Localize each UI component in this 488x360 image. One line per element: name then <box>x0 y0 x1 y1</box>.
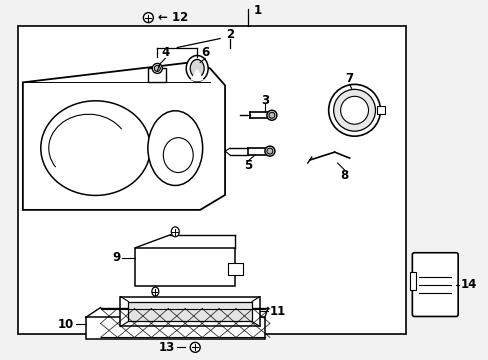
Bar <box>18 26 406 334</box>
Ellipse shape <box>186 55 208 81</box>
Wedge shape <box>190 68 203 81</box>
FancyBboxPatch shape <box>411 253 457 316</box>
Text: ← 12: ← 12 <box>158 11 188 24</box>
Ellipse shape <box>154 66 160 71</box>
Text: 5: 5 <box>244 158 252 172</box>
Bar <box>227 263 243 275</box>
Text: 2: 2 <box>225 28 234 41</box>
Bar <box>85 318 264 339</box>
Ellipse shape <box>340 96 368 124</box>
Text: 14: 14 <box>460 278 477 291</box>
Ellipse shape <box>333 89 375 131</box>
Bar <box>120 297 260 327</box>
Bar <box>409 272 415 289</box>
Ellipse shape <box>190 59 203 77</box>
Text: 1: 1 <box>253 4 262 17</box>
Ellipse shape <box>190 342 200 352</box>
Text: 7: 7 <box>345 72 353 85</box>
Ellipse shape <box>264 146 274 156</box>
Ellipse shape <box>143 13 153 23</box>
Bar <box>135 248 235 285</box>
Polygon shape <box>23 62 224 210</box>
Ellipse shape <box>41 101 150 195</box>
Ellipse shape <box>147 111 202 185</box>
Ellipse shape <box>268 112 274 118</box>
Text: 11: 11 <box>269 305 285 318</box>
Ellipse shape <box>266 110 276 120</box>
Bar <box>128 302 251 321</box>
Ellipse shape <box>152 287 159 296</box>
Text: 10: 10 <box>57 318 74 331</box>
Text: 13: 13 <box>159 341 175 354</box>
Bar <box>377 106 385 114</box>
Text: 3: 3 <box>260 94 268 107</box>
Text: 6: 6 <box>201 46 209 59</box>
Ellipse shape <box>152 63 162 73</box>
Text: 4: 4 <box>161 46 169 59</box>
Text: 8: 8 <box>340 168 348 181</box>
Ellipse shape <box>163 138 193 172</box>
Bar <box>148 68 166 82</box>
Ellipse shape <box>171 227 179 237</box>
Ellipse shape <box>328 84 380 136</box>
Text: 9: 9 <box>112 251 120 264</box>
Ellipse shape <box>266 148 272 154</box>
